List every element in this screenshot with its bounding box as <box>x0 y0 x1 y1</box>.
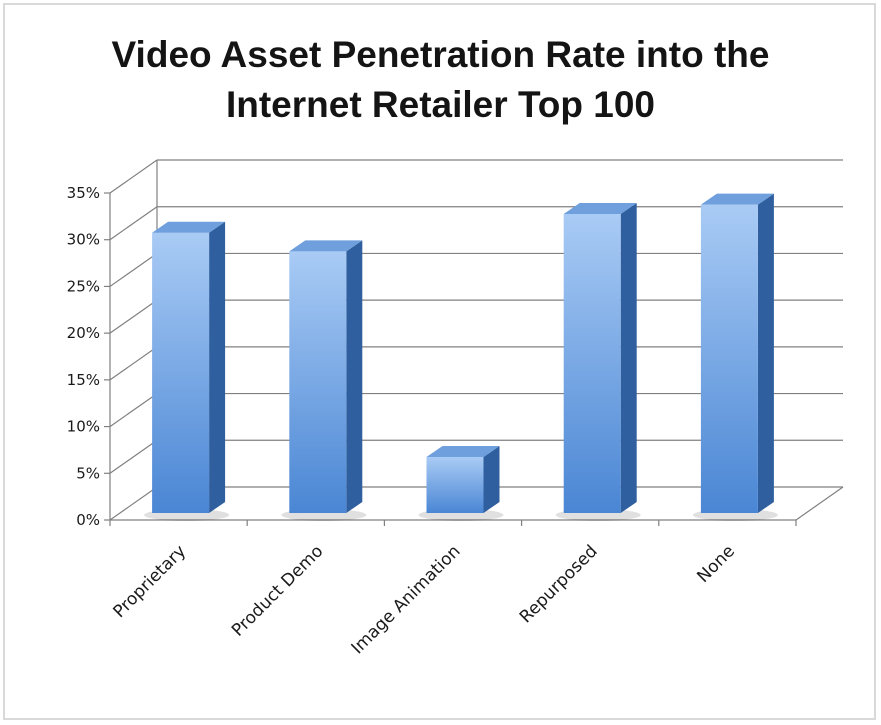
grid-diagonal <box>109 486 158 521</box>
bar <box>281 240 367 521</box>
x-category-label: None <box>693 541 739 587</box>
x-category-label: Image Animation <box>348 541 465 658</box>
chart-title: Video Asset Penetration Rate into the In… <box>111 34 770 125</box>
grid-diagonal <box>109 206 158 241</box>
bar-side <box>757 193 774 513</box>
grid-diagonal <box>109 393 158 428</box>
bar <box>555 203 641 521</box>
grid-diagonal <box>109 299 158 334</box>
floor-right-edge <box>795 486 844 521</box>
grid-diagonal <box>109 159 158 194</box>
bar <box>418 445 504 521</box>
bar-top <box>152 221 226 233</box>
bar-top <box>426 445 500 457</box>
bar-side <box>483 445 500 513</box>
grid-diagonal <box>109 439 158 474</box>
y-tick-label: 25% <box>67 277 100 295</box>
y-tick-label: 35% <box>67 184 100 202</box>
bar-front <box>700 204 758 513</box>
x-category-label: Proprietary <box>109 541 190 622</box>
bar-side <box>620 203 637 513</box>
y-tick-label: 5% <box>76 464 100 482</box>
grid-diagonal <box>109 252 158 287</box>
y-tick-label: 0% <box>76 511 100 529</box>
bar <box>692 193 778 521</box>
y-tick-label: 15% <box>67 371 100 389</box>
bar-top <box>700 193 774 205</box>
bar-top <box>563 203 637 215</box>
bar-top <box>289 240 363 252</box>
bar <box>144 221 230 521</box>
bar-side <box>346 240 363 513</box>
bar-layer <box>144 193 778 521</box>
bar-front <box>289 251 347 513</box>
bar-front <box>563 214 621 513</box>
y-tick-label: 20% <box>67 324 100 342</box>
bar-front <box>152 232 210 513</box>
bar-front <box>426 456 484 513</box>
grid-diagonal <box>109 346 158 381</box>
bar-side <box>209 221 226 513</box>
y-tick-label: 10% <box>67 418 100 436</box>
y-tick-label: 30% <box>67 231 100 249</box>
x-category-label: Repurposed <box>516 541 602 627</box>
x-category-label: Product Demo <box>228 541 327 640</box>
